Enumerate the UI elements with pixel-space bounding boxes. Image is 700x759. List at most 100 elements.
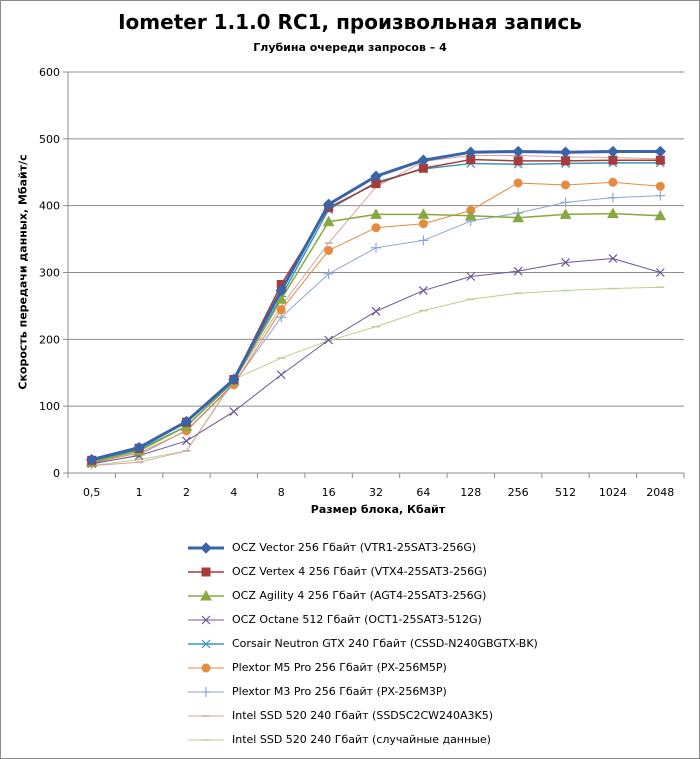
legend-swatch (188, 615, 224, 625)
data-point (133, 441, 145, 454)
y-tick-label: 400 (39, 200, 60, 213)
legend-swatch (188, 715, 224, 717)
x-tick-label: 8 (278, 486, 285, 499)
data-point (370, 208, 382, 219)
data-point (229, 407, 239, 416)
legend: OCZ Vector 256 Гбайт (VTR1-25SAT3-256G) O… (186, 538, 586, 754)
data-point (228, 373, 240, 386)
data-point (85, 453, 98, 466)
data-point (512, 211, 525, 223)
y-tick-label: 100 (39, 400, 60, 413)
y-tick-label: 500 (39, 133, 60, 146)
data-point (275, 293, 288, 304)
x-tick-label: 1 (136, 486, 143, 499)
chart-title: Iometer 1.1.0 RC1, произвольная запись (118, 10, 582, 34)
y-tick-label: 200 (39, 333, 60, 346)
data-point (608, 155, 618, 165)
legend-item: Intel SSD 520 240 Гбайт (SSDSC2CW240A3K5… (186, 706, 586, 730)
legend-label: Plextor M3 Pro 256 Гбайт (PX-256M3P) (232, 685, 447, 698)
data-point (323, 268, 334, 279)
data-point (654, 145, 667, 158)
chart-subtitle: Глубина очереди запросов – 4 (253, 41, 447, 54)
data-point (513, 266, 523, 276)
data-point (654, 209, 667, 221)
legend-item: OCZ Agility 4 256 Гбайт (AGT4-25SAT3-256… (186, 586, 586, 610)
y-tick-label: 600 (39, 66, 60, 79)
legend-marker (200, 589, 212, 601)
legend-swatch (188, 567, 224, 577)
series-3 (87, 254, 665, 469)
legend-marker (201, 567, 211, 577)
series-5 (87, 177, 665, 468)
legend-label: Intel SSD 520 240 Гбайт (случайные данны… (232, 733, 491, 746)
series-line (91, 195, 661, 465)
data-point (322, 198, 335, 211)
x-tick-label: 4 (230, 486, 237, 499)
x-tick-label: 512 (555, 486, 576, 499)
legend-marker (201, 687, 211, 697)
legend-label: OCZ Vector 256 Гбайт (VTR1-25SAT3-256G) (232, 541, 477, 554)
data-point (417, 208, 430, 219)
legend-item: Plextor M3 Pro 256 Гбайт (PX-256M3P) (186, 682, 586, 706)
legend-item: Corsair Neutron GTX 240 Гбайт (CSSD-N240… (186, 634, 586, 658)
data-point (608, 254, 618, 263)
data-point (655, 268, 665, 277)
data-point (559, 146, 572, 158)
data-point (561, 258, 570, 267)
x-tick-label: 1024 (599, 486, 627, 499)
x-tick-label: 256 (508, 486, 529, 499)
data-point (182, 436, 191, 446)
data-point (607, 145, 619, 158)
series-0 (85, 145, 667, 466)
legend-swatch (188, 542, 224, 554)
data-point (512, 145, 524, 158)
data-point (655, 181, 665, 191)
data-point (560, 197, 571, 208)
legend-item: OCZ Octane 512 Гбайт (OCT1-25SAT3-512G) (186, 610, 586, 634)
data-point (418, 286, 428, 295)
x-tick-label: 32 (369, 486, 383, 499)
series-8 (87, 286, 665, 467)
legend-marker (200, 542, 212, 554)
legend-item: OCZ Vector 256 Гбайт (VTR1-25SAT3-256G) (186, 538, 586, 562)
legend-label: Corsair Neutron GTX 240 Гбайт (CSSD-N240… (232, 637, 538, 650)
x-axis-title: Размер блока, Кбайт (310, 503, 446, 516)
data-point (324, 335, 334, 345)
data-point (607, 192, 618, 203)
data-point (417, 154, 430, 166)
legend-label: Plextor M5 Pro 256 Гбайт (PX-256M5P) (232, 661, 447, 674)
plot-area: 0 100 200 300 400 500 600 0,5 1 2 4 8 16 32 64 128 256 51… (39, 66, 685, 499)
data-point (464, 209, 477, 221)
legend-label: OCZ Octane 512 Гбайт (OCT1-25SAT3-512G) (232, 613, 482, 626)
series-line (91, 150, 661, 462)
data-point (465, 146, 477, 158)
legend-marker (201, 663, 211, 673)
legend-swatch (188, 739, 224, 741)
x-tick-label: 64 (416, 486, 430, 499)
series-line (91, 286, 661, 467)
legend-item: OCZ Vertex 4 256 Гбайт (VTX4-25SAT3-256G… (186, 562, 586, 586)
data-point (559, 208, 572, 219)
data-point (607, 207, 619, 219)
data-point (371, 306, 381, 316)
data-point (655, 190, 666, 201)
data-point (371, 242, 381, 253)
data-point (276, 305, 286, 315)
y-tick-label: 0 (53, 467, 60, 480)
x-tick-label: 0,5 (83, 486, 101, 499)
data-point (324, 245, 334, 255)
x-tick-label: 2048 (646, 486, 674, 499)
data-point (418, 235, 429, 246)
y-tick-label: 300 (39, 267, 60, 280)
data-point (561, 156, 571, 166)
series-line (91, 257, 661, 465)
x-tick-label: 128 (460, 486, 481, 499)
data-point (655, 155, 665, 165)
data-point (371, 223, 381, 233)
data-point (322, 215, 335, 227)
x-tick-label: 16 (322, 486, 336, 499)
legend-swatch (188, 639, 224, 649)
series-line (91, 158, 661, 462)
data-point (370, 170, 382, 182)
